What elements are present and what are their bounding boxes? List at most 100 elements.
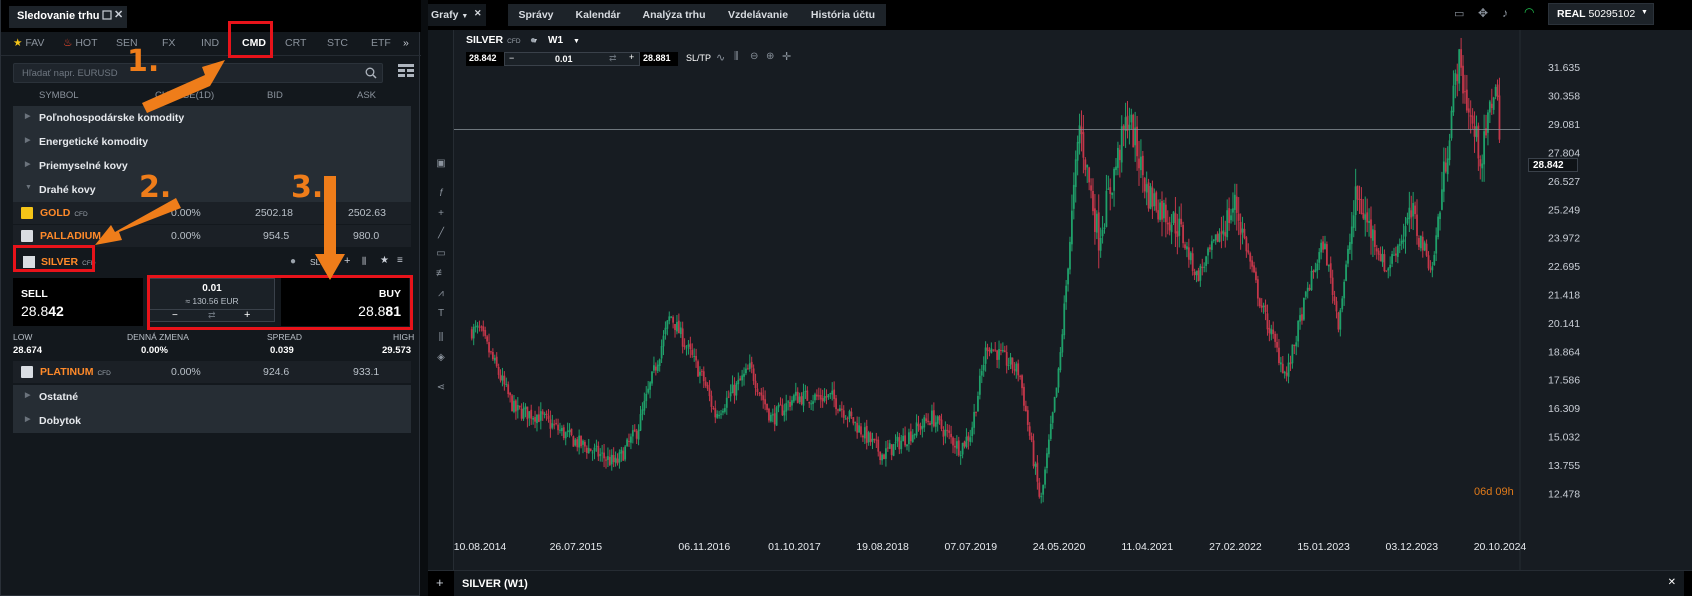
fibonacci-icon[interactable]: ≢ xyxy=(436,268,446,279)
candle-body xyxy=(601,452,604,454)
chart-symbol[interactable]: SILVER CFD ▼ xyxy=(466,34,539,46)
group-other[interactable]: ▶ Ostatné xyxy=(13,385,411,409)
instrument-bid[interactable]: 954.5 xyxy=(263,230,290,242)
close-icon[interactable]: ✕ xyxy=(474,8,482,18)
star-icon[interactable]: ★ xyxy=(380,255,389,266)
candles-icon[interactable]: ⫼ xyxy=(734,51,739,62)
close-icon[interactable]: ✕ xyxy=(1667,577,1676,588)
candle-body xyxy=(1013,369,1016,371)
candle-body xyxy=(1473,125,1476,137)
crosshair-icon[interactable]: ✛ xyxy=(782,51,792,63)
tab-ind[interactable]: IND xyxy=(201,37,220,49)
instrument-change: 0.00% xyxy=(171,366,201,378)
detach-icon[interactable] xyxy=(102,10,112,23)
chart-bid[interactable]: 28.842 xyxy=(466,52,504,66)
tab-cmd[interactable]: CMD xyxy=(242,37,266,49)
group-energy[interactable]: ▶ Energetické komodity xyxy=(13,130,411,154)
group-industrial-metals[interactable]: ▶ Priemyselné kovy xyxy=(13,154,411,178)
group-livestock[interactable]: ▶ Dobytok xyxy=(13,409,411,433)
search-icon[interactable] xyxy=(365,67,377,79)
rectangle-icon[interactable]: ▭ xyxy=(436,248,446,259)
tab-historia[interactable]: História účtu xyxy=(800,4,886,26)
instrument-row-gold[interactable]: GOLD CFD 0.00% 2502.18 2502.63 xyxy=(13,202,411,224)
layers-icon[interactable]: ◈ xyxy=(437,352,445,363)
tab-sen[interactable]: SEN xyxy=(116,37,138,49)
group-agricultural[interactable]: ▶ Poľnohospodárske komodity xyxy=(13,106,411,130)
chart-ask[interactable]: 28.881 xyxy=(640,52,678,66)
zoom-in-icon[interactable]: ⊕ xyxy=(766,51,775,62)
decrease-button[interactable]: − xyxy=(509,53,515,63)
swap-icon[interactable]: ⇄ xyxy=(208,310,216,320)
add-icon[interactable]: + xyxy=(344,255,351,267)
tab-vzdelavanie[interactable]: Vzdelávanie xyxy=(716,4,800,26)
chart-area[interactable]: 31.635 30.358 29.081 27.804 26.527 25.249 23.9… xyxy=(454,30,1692,570)
candle-body xyxy=(758,392,761,394)
col-bid[interactable]: BID xyxy=(267,90,283,101)
info-icon[interactable]: ● xyxy=(530,35,537,46)
instrument-row-platinum[interactable]: PLATINUM CFD 0.00% 924.6 933.1 xyxy=(13,361,411,383)
volume-value[interactable]: 0.01 xyxy=(202,283,222,294)
tab-kalendar[interactable]: Kalendár xyxy=(564,4,632,26)
filter-icon[interactable]: ≡ xyxy=(397,255,403,266)
tab-crt[interactable]: CRT xyxy=(285,37,307,49)
col-ask[interactable]: ASK xyxy=(357,90,377,101)
instrument-bid[interactable]: 2502.18 xyxy=(255,207,293,219)
tab-stc[interactable]: STC xyxy=(327,37,348,49)
text-icon[interactable]: T xyxy=(437,308,445,319)
candle-body xyxy=(1333,296,1336,302)
swap-icon[interactable]: ⇄ xyxy=(609,53,617,63)
indicator-icon[interactable]: f xyxy=(439,188,443,199)
candle-body xyxy=(1343,281,1346,299)
pitchfork-icon[interactable]: ⩘ xyxy=(438,288,444,299)
increase-button[interactable]: + xyxy=(244,309,251,321)
share-icon[interactable]: ⋖ xyxy=(436,382,446,393)
panel-tab[interactable]: Sledovanie trhu ✕ xyxy=(9,6,127,28)
tab-grafy[interactable]: Grafy ▼ ✕ xyxy=(428,4,486,26)
instrument-ask[interactable]: 980.0 xyxy=(353,230,380,242)
sltp-button[interactable]: SL- xyxy=(310,257,324,267)
candle-body xyxy=(846,418,849,420)
timeframe-selector[interactable]: W1 ▼ xyxy=(548,35,580,46)
line-icon[interactable]: ╱ xyxy=(437,228,445,239)
sell-button[interactable]: SELL 28.842 xyxy=(13,278,143,326)
layout-icon[interactable]: ▭ xyxy=(1454,8,1465,20)
decrease-button[interactable]: − xyxy=(172,310,178,321)
candlestick-chart[interactable]: 31.635 30.358 29.081 27.804 26.527 25.249 23.9… xyxy=(454,30,1692,570)
account-selector[interactable]: REAL 50295102 ▼ xyxy=(1548,3,1654,25)
chart-tab[interactable]: SILVER (W1) ✕ xyxy=(454,571,1684,596)
close-icon[interactable]: ✕ xyxy=(114,9,124,21)
more-tabs-icon[interactable]: » xyxy=(403,37,409,49)
increase-button[interactable]: + xyxy=(629,52,635,62)
bell-icon[interactable]: ♪ xyxy=(1502,6,1508,20)
instrument-ask[interactable]: 2502.63 xyxy=(348,207,386,219)
line-chart-icon[interactable]: ∿ xyxy=(716,52,726,64)
bars-icon[interactable]: ⫼ xyxy=(438,332,444,343)
buy-button[interactable]: BUY 28.881 xyxy=(281,278,409,326)
network-icon[interactable]: ✥ xyxy=(1478,6,1489,20)
chart-volume[interactable]: 0.01 xyxy=(555,54,573,64)
sltp-button[interactable]: SL/TP xyxy=(686,53,712,63)
chart-icon[interactable]: ⫼ xyxy=(362,256,367,266)
tab-fav[interactable]: ★ FAV xyxy=(13,37,45,49)
instrument-bid[interactable]: 924.6 xyxy=(263,366,290,378)
cursor-icon[interactable]: ▣ xyxy=(436,158,446,169)
candle-body xyxy=(952,437,954,446)
candle-body xyxy=(1105,190,1108,227)
col-symbol[interactable]: SYMBOL xyxy=(39,90,79,101)
candle-body xyxy=(1304,291,1307,297)
crosshair-icon[interactable]: + xyxy=(438,208,444,219)
info-icon[interactable]: ● xyxy=(290,256,297,267)
group-precious-metals[interactable]: ▼ Drahé kovy xyxy=(13,178,411,202)
candle-body xyxy=(568,429,571,433)
add-chart-icon[interactable]: + xyxy=(436,575,444,590)
tab-analyza[interactable]: Analýza trhu xyxy=(632,4,716,26)
tab-etf[interactable]: ETF xyxy=(371,37,391,49)
tab-hot[interactable]: ♨ HOT xyxy=(63,37,98,49)
instrument-ask[interactable]: 933.1 xyxy=(353,366,380,378)
zoom-out-icon[interactable]: ⊖ xyxy=(750,51,759,62)
chart-window: Grafy ▼ ✕ Správy Kalendár Analýza trhu V… xyxy=(428,0,1692,596)
tab-fx[interactable]: FX xyxy=(162,37,176,49)
chart-bottom-bar: + SILVER (W1) ✕ xyxy=(428,570,1692,596)
grid-view-icon[interactable] xyxy=(398,64,414,78)
tab-spravy[interactable]: Správy xyxy=(508,4,564,26)
